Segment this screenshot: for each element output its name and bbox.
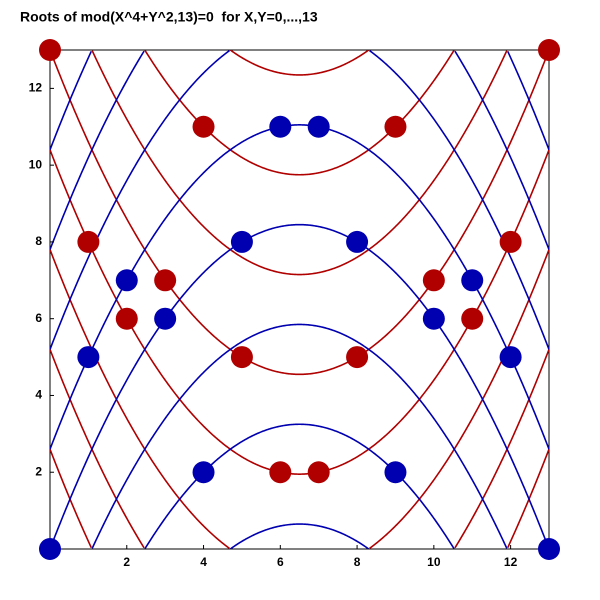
x-tick-label: 6 [277, 555, 284, 569]
point [384, 461, 407, 484]
point [77, 230, 100, 253]
x-tick-label: 12 [504, 555, 518, 569]
curve [50, 124, 549, 450]
curve [50, 51, 549, 549]
point [499, 346, 522, 369]
point [269, 115, 292, 138]
point [384, 115, 407, 138]
x-tick-label: 8 [354, 555, 361, 569]
curve [50, 50, 549, 548]
curve [50, 50, 549, 549]
curve-layer [50, 50, 549, 549]
y-tick-label: 12 [29, 81, 43, 95]
point [307, 461, 330, 484]
point [422, 307, 445, 330]
point [346, 230, 369, 253]
point [115, 307, 138, 330]
point [192, 461, 215, 484]
curve [50, 50, 549, 549]
point [77, 346, 100, 369]
point [154, 269, 177, 292]
plot-frame [49, 49, 550, 550]
y-tick-label: 8 [35, 234, 42, 248]
y-tick-label: 6 [35, 311, 42, 325]
point [307, 115, 330, 138]
point [461, 307, 484, 330]
point [499, 230, 522, 253]
point [192, 115, 215, 138]
point [461, 269, 484, 292]
x-tick-label: 4 [200, 555, 207, 569]
curve [50, 149, 549, 475]
x-tick-label: 10 [427, 555, 441, 569]
y-tick-label: 4 [35, 388, 42, 402]
point [346, 346, 369, 369]
point [39, 39, 61, 61]
point [154, 307, 177, 330]
point [538, 538, 560, 560]
point-layer [39, 39, 560, 560]
x-tick-label: 2 [123, 555, 130, 569]
point [115, 269, 138, 292]
point [230, 230, 253, 253]
point [538, 39, 560, 61]
point [230, 346, 253, 369]
point [269, 461, 292, 484]
y-tick-label: 10 [29, 157, 43, 171]
point [39, 538, 61, 560]
y-tick-label: 2 [35, 464, 42, 478]
chart-title: Roots of mod(X^4+Y^2,13)=0 for X,Y=0,...… [20, 9, 318, 25]
point [422, 269, 445, 292]
